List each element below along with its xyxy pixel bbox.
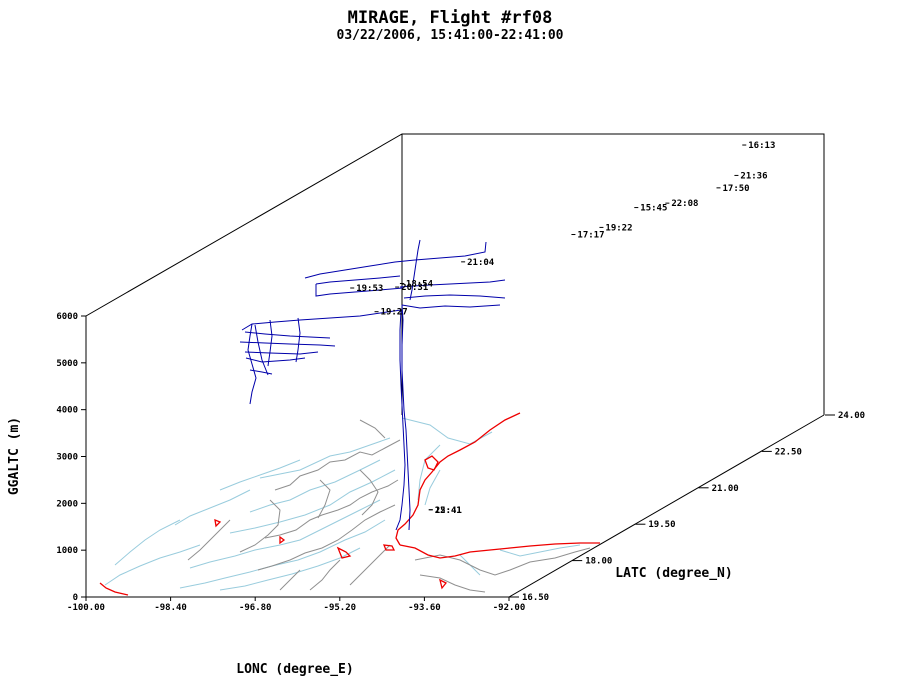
x-tick-label: -92.00 [493,603,526,613]
x-tick-label: -98.40 [154,603,187,613]
plot-box-frame [85,133,825,598]
chart-subtitle: 03/22/2006, 15:41:00-22:41:00 [336,28,564,43]
y-axis-ticks: 16.50 18.00 19.50 21.00 22.50 24.00 [509,411,865,603]
z-tick-label: 6000 [56,312,78,322]
z-tick-label: 0 [73,593,78,603]
x-axis-ticks: -100.00 -98.40 -96.80 -95.20 -93.60 -92.00 [67,597,525,613]
z-tick-label: 2000 [56,499,78,509]
time-label: 15:41 [435,506,462,516]
x-tick-label: -93.60 [408,603,441,613]
z-axis-label: GGALTC (m) [7,417,22,495]
y-tick-label: 16.50 [522,593,549,603]
y-axis-label: LATC (degree_N) [615,566,732,581]
flight-track [239,239,506,531]
x-tick-label: -96.80 [239,603,272,613]
y-tick-label: 18.00 [585,557,612,567]
y-tick-label: 24.00 [838,411,865,421]
y-tick-label: 19.50 [648,520,675,530]
z-tick-label: 3000 [56,453,78,463]
map-layer [99,412,600,596]
z-tick-label: 1000 [56,546,78,556]
time-label: 19:27 [381,308,408,318]
chart-title: MIRAGE, Flight #rf08 [347,8,553,28]
time-label: 21:04 [467,258,495,268]
x-tick-label: -95.20 [324,603,357,613]
time-label: 15:45 [640,204,667,214]
x-axis-label: LONC (degree_E) [236,662,353,677]
time-label: 17:50 [722,184,749,194]
coastline [99,412,600,596]
state-borders [187,419,591,593]
x-tick-label: -100.00 [67,603,105,613]
time-label: 19:22 [605,223,632,233]
z-axis-ticks: 0 1000 2000 3000 4000 5000 6000 [56,312,86,603]
y-tick-label: 22.50 [775,447,802,457]
time-label: 20:31 [401,283,428,293]
z-tick-label: 5000 [56,359,78,369]
z-tick-label: 4000 [56,406,78,416]
time-label: 22:08 [671,199,698,209]
time-label: 17:17 [577,231,604,241]
rivers [104,417,581,591]
time-label: 16:13 [748,141,775,151]
y-tick-label: 21.00 [712,484,739,494]
time-label: 19:53 [356,284,383,294]
time-label: 18:54 [406,280,434,290]
time-label: 21:36 [740,171,767,181]
time-label: 22:41 [435,506,462,516]
